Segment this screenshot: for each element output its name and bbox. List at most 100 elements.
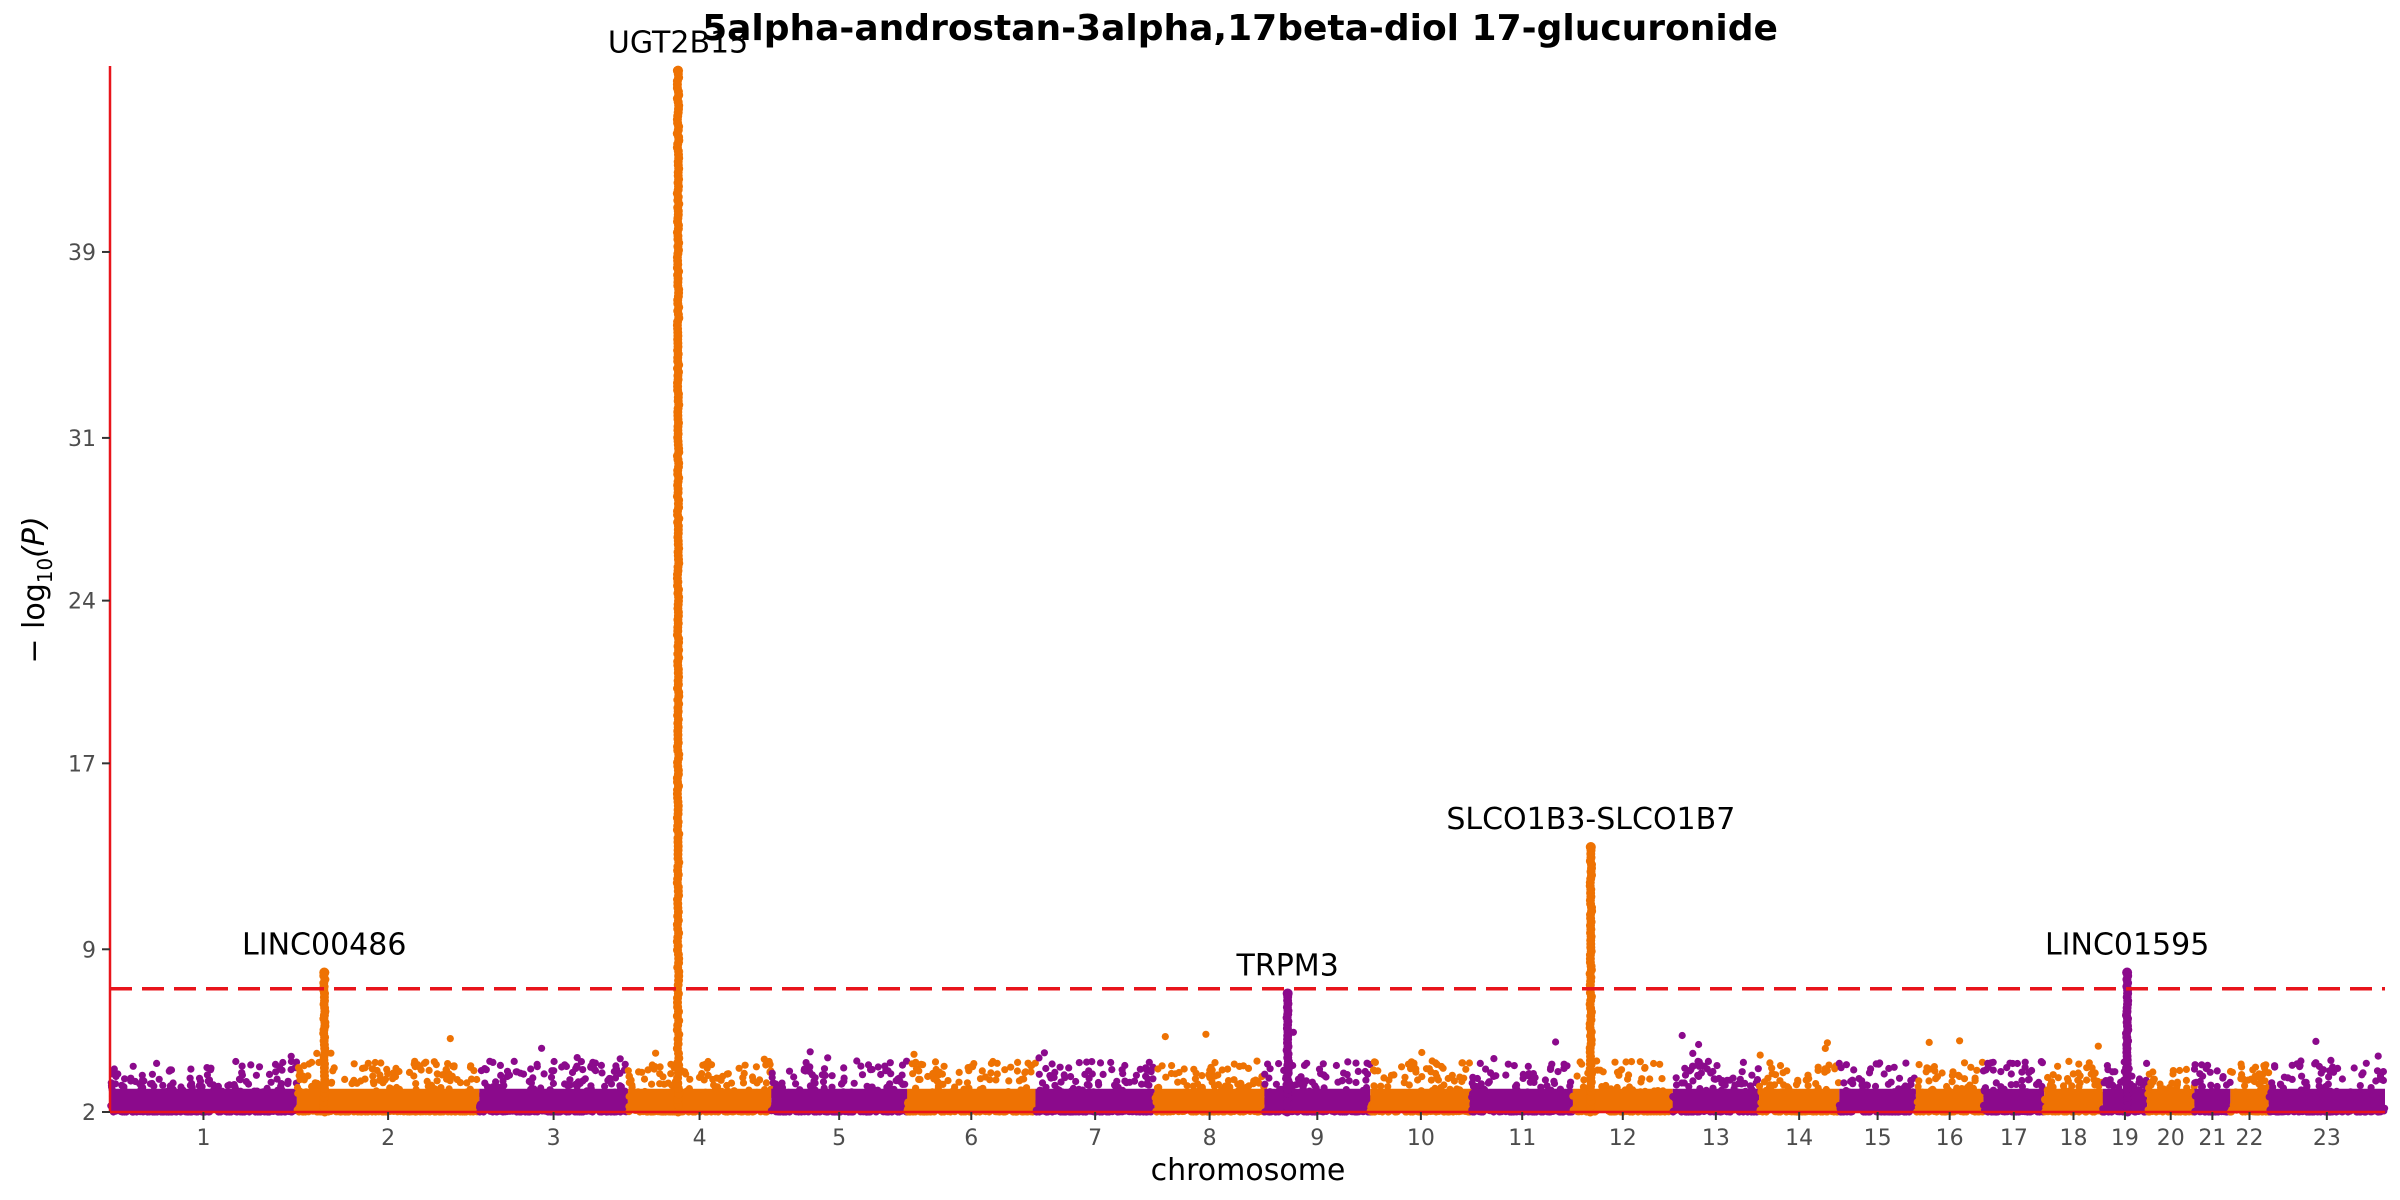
data-point xyxy=(1768,1070,1776,1078)
data-point xyxy=(704,1071,712,1079)
chromosome-21-points xyxy=(2190,1061,2234,1116)
data-point xyxy=(1275,1060,1283,1068)
chromosome-13-points xyxy=(1669,1031,1762,1116)
data-point xyxy=(1646,1075,1654,1083)
data-point xyxy=(1658,1075,1666,1083)
data-point xyxy=(1035,1054,1043,1062)
chromosome-11-band xyxy=(1471,1088,1573,1112)
data-point xyxy=(166,1066,174,1074)
data-point xyxy=(146,1080,155,1088)
data-point xyxy=(2054,1062,2062,1070)
data-point xyxy=(1580,1076,1588,1084)
data-point xyxy=(2350,1064,2358,1072)
data-point xyxy=(648,1080,656,1088)
data-point xyxy=(2334,1064,2342,1072)
data-point xyxy=(2356,1082,2364,1090)
data-point xyxy=(412,1080,420,1088)
data-point xyxy=(2312,1059,2320,1067)
data-point xyxy=(616,1069,624,1077)
data-point xyxy=(2111,1068,2119,1076)
data-point xyxy=(1253,1057,1261,1065)
data-point xyxy=(527,1079,536,1087)
data-point xyxy=(778,1079,786,1087)
data-point xyxy=(121,1075,129,1083)
data-point xyxy=(2262,1061,2270,1069)
data-point xyxy=(819,1078,828,1086)
data-point xyxy=(1925,1038,1933,1046)
data-point xyxy=(1189,1082,1197,1090)
data-point xyxy=(2054,1074,2062,1082)
data-point xyxy=(1433,1060,1441,1068)
data-points xyxy=(107,65,2389,1117)
data-point xyxy=(1625,1071,1633,1079)
data-point xyxy=(581,1075,589,1083)
data-point xyxy=(2271,1063,2279,1071)
data-point xyxy=(1371,1083,1379,1091)
data-point xyxy=(1096,1059,1105,1067)
data-point xyxy=(573,1083,581,1091)
data-point xyxy=(667,1070,675,1078)
data-point xyxy=(2003,1064,2011,1072)
data-point xyxy=(2362,1059,2370,1067)
data-point xyxy=(1147,1068,1155,1076)
data-point xyxy=(2025,1069,2033,1077)
data-point xyxy=(1850,1066,1858,1074)
data-point xyxy=(828,1072,836,1080)
data-point xyxy=(756,1076,764,1084)
data-point xyxy=(1198,1072,1206,1080)
data-point xyxy=(252,1071,260,1079)
data-point xyxy=(1158,1062,1166,1070)
data-point xyxy=(713,1083,722,1091)
data-point xyxy=(1099,1070,1107,1078)
data-point xyxy=(1821,1044,1829,1052)
data-point xyxy=(1490,1055,1498,1063)
data-point xyxy=(1884,1080,1892,1088)
data-point xyxy=(155,1075,163,1083)
data-point xyxy=(1783,1067,1791,1075)
data-point xyxy=(1297,1073,1305,1081)
chromosome-14-band xyxy=(1759,1088,1840,1112)
data-point xyxy=(550,1057,558,1066)
data-point xyxy=(497,1071,505,1079)
data-point xyxy=(858,1071,867,1079)
data-point xyxy=(2315,1082,2323,1090)
data-point xyxy=(1119,1070,1127,1078)
data-point xyxy=(1145,1081,1153,1089)
data-point xyxy=(2358,1071,2366,1079)
data-point xyxy=(1300,1061,1309,1069)
data-point xyxy=(2065,1057,2073,1065)
data-point xyxy=(955,1078,963,1086)
data-point xyxy=(1760,1078,1768,1086)
data-point xyxy=(275,1063,284,1071)
data-point xyxy=(2182,1065,2190,1073)
data-point xyxy=(1433,1073,1441,1081)
data-point xyxy=(1766,1083,1774,1091)
data-point xyxy=(1264,1060,1272,1068)
data-point xyxy=(1837,1064,1845,1072)
data-point xyxy=(1237,1079,1245,1088)
data-point xyxy=(1689,1049,1697,1057)
data-point xyxy=(561,1061,569,1069)
data-point xyxy=(1656,1060,1664,1068)
data-point xyxy=(1548,1060,1556,1068)
chromosome-7-points xyxy=(1032,1049,1157,1116)
data-point xyxy=(1412,1068,1420,1076)
data-point xyxy=(238,1071,246,1079)
data-point xyxy=(1754,1065,1762,1073)
data-point xyxy=(611,1074,620,1082)
data-point xyxy=(802,1059,810,1067)
data-point xyxy=(1211,1072,1219,1080)
data-point xyxy=(898,1061,907,1069)
data-point xyxy=(1992,1079,2000,1087)
data-point xyxy=(1895,1074,1904,1082)
data-point xyxy=(2219,1074,2227,1082)
data-point xyxy=(1956,1037,1964,1045)
data-point xyxy=(1051,1081,1059,1089)
data-point xyxy=(1239,1062,1247,1070)
data-point xyxy=(1872,1060,1880,1068)
data-point xyxy=(1681,1071,1690,1079)
data-point xyxy=(2268,1079,2276,1087)
data-point xyxy=(1552,1038,1560,1046)
data-point xyxy=(1524,1062,1532,1070)
data-point xyxy=(2206,1068,2214,1076)
